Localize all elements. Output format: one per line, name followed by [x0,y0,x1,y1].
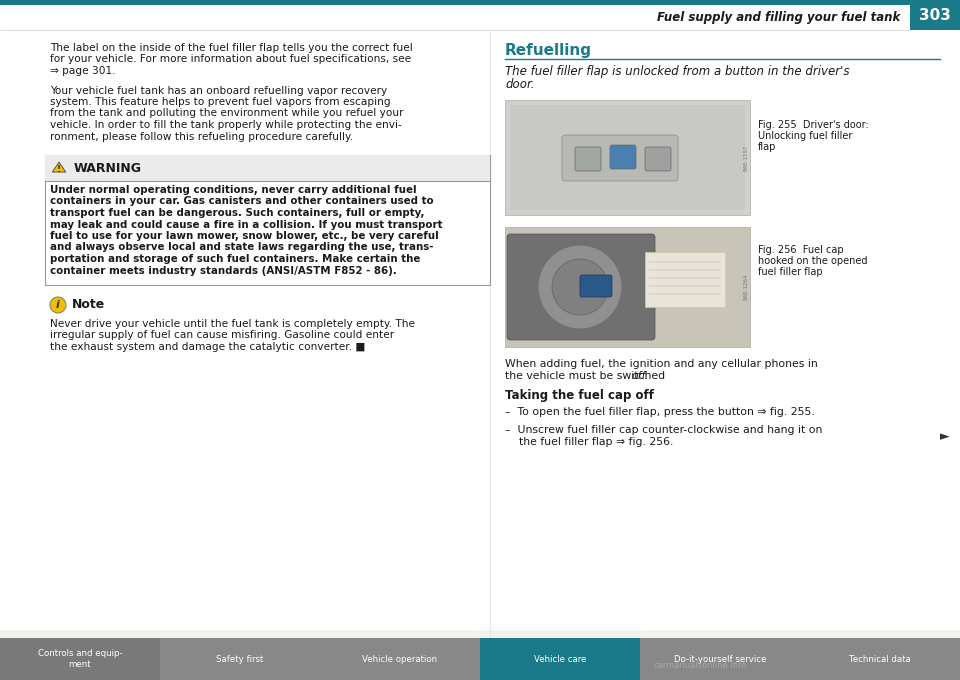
Text: for your vehicle. For more information about fuel specifications, see: for your vehicle. For more information a… [50,54,411,65]
Text: Vehicle operation: Vehicle operation [363,654,438,664]
Text: fuel filler flap: fuel filler flap [758,267,823,277]
Text: may leak and could cause a fire in a collision. If you must transport: may leak and could cause a fire in a col… [50,220,443,230]
Circle shape [552,259,608,315]
Text: !: ! [57,165,61,173]
Circle shape [538,245,622,329]
Bar [320,638,479,680]
FancyBboxPatch shape [507,234,655,340]
Text: Never drive your vehicle until the fuel tank is completely empty. The: Never drive your vehicle until the fuel … [50,319,415,329]
FancyBboxPatch shape [562,135,678,181]
Text: When adding fuel, the ignition and any cellular phones in: When adding fuel, the ignition and any c… [505,359,818,369]
Text: container meets industry standards (ANSI/ASTM F852 - 86).: container meets industry standards (ANSI… [50,265,396,275]
Text: Refuelling: Refuelling [505,43,592,58]
FancyBboxPatch shape [575,147,601,171]
Text: irregular supply of fuel can cause misfiring. Gasoline could enter: irregular supply of fuel can cause misfi… [50,330,395,341]
Text: B4E-1264: B4E-1264 [743,274,749,301]
Text: ►: ► [941,430,950,443]
Text: Taking the fuel cap off: Taking the fuel cap off [505,389,654,402]
Text: Note: Note [72,299,106,311]
Circle shape [50,297,66,313]
Bar [0,5,960,30]
Text: transport fuel can be dangerous. Such containers, full or empty,: transport fuel can be dangerous. Such co… [50,208,424,218]
Bar [0,30,960,630]
Bar [510,105,745,210]
Text: i: i [56,301,60,311]
Text: Controls and equip-
ment: Controls and equip- ment [37,649,122,668]
Text: the fuel filler flap ⇒ fig. 256.: the fuel filler flap ⇒ fig. 256. [505,437,673,447]
Bar [45,155,490,181]
Bar [645,252,725,307]
Text: the exhaust system and damage the catalytic converter. ■: the exhaust system and damage the cataly… [50,342,365,352]
Text: 303: 303 [919,9,951,24]
Text: –  Unscrew fuel filler cap counter-clockwise and hang it on: – Unscrew fuel filler cap counter-clockw… [505,425,823,435]
Text: containers in your car. Gas canisters and other containers used to: containers in your car. Gas canisters an… [50,197,434,207]
Text: Safety first: Safety first [216,654,264,664]
Text: flap: flap [758,142,777,152]
Text: The fuel filler flap is unlocked from a button in the driver's: The fuel filler flap is unlocked from a … [505,65,850,78]
Text: ⇒ page 301.: ⇒ page 301. [50,66,115,76]
Text: Under normal operating conditions, never carry additional fuel: Under normal operating conditions, never… [50,185,417,195]
Polygon shape [52,162,65,172]
Text: system. This feature helps to prevent fuel vapors from escaping: system. This feature helps to prevent fu… [50,97,391,107]
Text: carmanualsonline.info: carmanualsonline.info [654,662,747,670]
Text: ronment, please follow this refueling procedure carefully.: ronment, please follow this refueling pr… [50,131,353,141]
Bar [505,227,750,347]
Text: hooked on the opened: hooked on the opened [758,256,868,266]
Bar [0,638,159,680]
FancyBboxPatch shape [580,275,612,297]
Bar [480,638,639,680]
Text: The label on the inside of the fuel filler flap tells you the correct fuel: The label on the inside of the fuel fill… [50,43,413,53]
FancyBboxPatch shape [610,145,636,169]
Text: Technical data: Technical data [850,654,911,664]
Text: Fig. 256  Fuel cap: Fig. 256 Fuel cap [758,245,844,255]
Text: Your vehicle fuel tank has an onboard refuelling vapor recovery: Your vehicle fuel tank has an onboard re… [50,86,387,95]
Bar [640,638,800,680]
Text: Fuel supply and filling your fuel tank: Fuel supply and filling your fuel tank [657,12,900,24]
Text: B4E-1197: B4E-1197 [743,144,749,171]
Text: off.: off. [631,371,649,381]
Bar [505,100,750,215]
Bar [45,155,490,285]
Bar [0,0,960,5]
Bar [800,638,959,680]
Text: Fig. 255  Driver's door:: Fig. 255 Driver's door: [758,120,869,130]
Text: WARNING: WARNING [74,162,142,175]
Text: Unlocking fuel filler: Unlocking fuel filler [758,131,852,141]
Text: vehicle. In order to fill the tank properly while protecting the envi-: vehicle. In order to fill the tank prope… [50,120,401,130]
Text: Vehicle care: Vehicle care [534,654,587,664]
Text: fuel to use for your lawn mower, snow blower, etc., be very careful: fuel to use for your lawn mower, snow bl… [50,231,439,241]
Text: –  To open the fuel filler flap, press the button ⇒ fig. 255.: – To open the fuel filler flap, press th… [505,407,815,417]
FancyBboxPatch shape [645,147,671,171]
Text: door.: door. [505,78,535,90]
Bar [910,0,960,30]
Text: Do-it-yourself service: Do-it-yourself service [674,654,766,664]
Text: from the tank and polluting the environment while you refuel your: from the tank and polluting the environm… [50,109,403,118]
Text: portation and storage of such fuel containers. Make certain the: portation and storage of such fuel conta… [50,254,420,264]
Bar [160,638,320,680]
Text: the vehicle must be switched: the vehicle must be switched [505,371,668,381]
Text: and always observe local and state laws regarding the use, trans-: and always observe local and state laws … [50,243,433,252]
